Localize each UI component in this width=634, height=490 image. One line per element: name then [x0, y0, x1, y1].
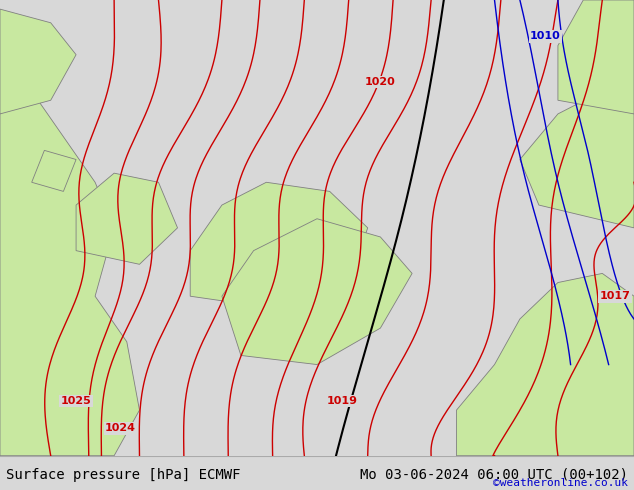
Polygon shape	[0, 69, 139, 456]
Text: 1024: 1024	[105, 423, 136, 433]
Text: 1019: 1019	[327, 396, 358, 406]
Text: ©weatheronline.co.uk: ©weatheronline.co.uk	[493, 478, 628, 488]
Text: 1020: 1020	[365, 77, 396, 87]
Polygon shape	[190, 182, 368, 310]
Polygon shape	[456, 273, 634, 456]
Polygon shape	[520, 91, 634, 228]
Polygon shape	[76, 173, 178, 264]
Text: 1010: 1010	[530, 31, 560, 42]
Text: Surface pressure [hPa] ECMWF: Surface pressure [hPa] ECMWF	[6, 467, 241, 482]
Polygon shape	[0, 9, 76, 114]
Polygon shape	[32, 150, 76, 192]
Text: 1017: 1017	[600, 291, 630, 301]
Text: Mo 03-06-2024 06:00 UTC (00+102): Mo 03-06-2024 06:00 UTC (00+102)	[359, 467, 628, 482]
Polygon shape	[558, 0, 634, 114]
Text: 1025: 1025	[61, 396, 91, 406]
Polygon shape	[222, 219, 412, 365]
